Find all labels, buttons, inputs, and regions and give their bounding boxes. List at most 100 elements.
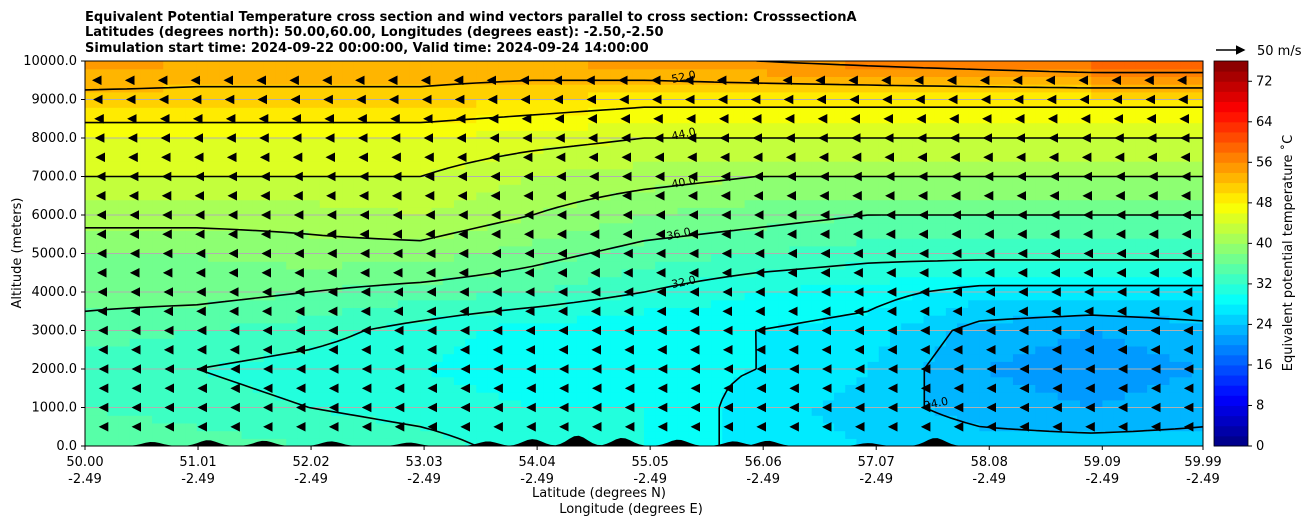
heat-cell xyxy=(766,61,779,70)
heat-cell xyxy=(308,61,321,70)
heat-cell xyxy=(800,238,813,247)
heat-cell xyxy=(1046,438,1059,446)
heat-cell xyxy=(1001,338,1014,347)
heat-cell xyxy=(509,122,522,131)
heat-cell xyxy=(1169,61,1182,70)
heat-cell xyxy=(487,68,500,77)
heat-cell xyxy=(509,322,522,332)
heat-cell xyxy=(509,330,522,339)
heat-cell xyxy=(1135,392,1148,401)
heat-cell xyxy=(375,238,388,247)
heat-cell xyxy=(778,276,790,285)
heat-cell xyxy=(487,422,500,432)
heat-cell xyxy=(319,199,332,208)
heat-cell xyxy=(487,369,500,378)
heat-cell xyxy=(1158,107,1171,116)
heat-cell xyxy=(230,438,243,446)
heat-cell xyxy=(476,307,489,316)
heat-cell xyxy=(655,422,667,432)
heat-cell xyxy=(532,307,544,316)
heat-cell xyxy=(241,107,254,116)
heat-cell xyxy=(554,369,567,378)
heat-cell xyxy=(152,292,164,301)
heat-cell xyxy=(755,61,768,70)
heat-cell xyxy=(330,238,343,247)
heat-cell xyxy=(509,68,522,77)
heat-cell xyxy=(644,376,656,385)
heat-cell xyxy=(1169,415,1182,424)
heat-cell xyxy=(286,438,299,446)
heat-cell xyxy=(342,138,354,147)
heat-cell xyxy=(1080,199,1092,208)
heat-cell xyxy=(834,176,846,185)
heat-cell xyxy=(85,369,97,378)
heat-cell xyxy=(957,138,969,147)
heat-cell xyxy=(96,145,108,154)
heat-cell xyxy=(342,392,354,401)
heat-cell xyxy=(342,299,354,308)
heat-cell xyxy=(353,315,366,324)
heat-cell xyxy=(140,353,153,362)
heat-cell xyxy=(990,153,1003,162)
heat-cell xyxy=(308,138,321,147)
heat-cell xyxy=(1191,268,1203,278)
heat-cell xyxy=(252,392,265,401)
heat-cell xyxy=(297,191,310,201)
heat-cell xyxy=(364,176,377,185)
heat-cell xyxy=(230,107,243,116)
heat-cell xyxy=(409,422,421,432)
heat-cell xyxy=(990,91,1003,101)
heat-cell xyxy=(610,369,623,378)
heat-cell xyxy=(353,245,366,255)
heat-cell xyxy=(420,353,433,362)
heat-cell xyxy=(811,238,824,247)
heat-cell xyxy=(196,68,209,77)
heat-cell xyxy=(509,222,522,231)
heat-cell xyxy=(834,438,846,446)
heat-cell xyxy=(286,276,299,285)
heat-cell xyxy=(1191,399,1203,409)
heat-cell xyxy=(856,407,869,416)
heat-cell xyxy=(1169,191,1182,201)
heat-cell xyxy=(722,369,735,378)
heat-cell xyxy=(532,191,544,201)
heat-cell xyxy=(398,384,410,393)
heat-cell xyxy=(465,322,477,332)
heat-cell xyxy=(1169,176,1182,185)
heat-cell xyxy=(398,199,410,208)
heat-cell xyxy=(554,99,567,108)
heat-cell xyxy=(945,415,958,424)
heat-cell xyxy=(666,191,679,201)
heat-cell xyxy=(889,276,902,285)
heat-cell xyxy=(856,191,869,201)
heat-cell xyxy=(353,230,366,239)
heat-cell xyxy=(968,369,980,378)
heat-cell xyxy=(1080,322,1092,332)
heat-cell xyxy=(1091,369,1103,378)
heat-cell xyxy=(85,407,97,416)
heat-cell xyxy=(1091,430,1103,439)
heat-cell xyxy=(487,415,500,424)
heat-cell xyxy=(1035,292,1048,301)
heat-cell xyxy=(1169,369,1182,378)
heat-cell xyxy=(576,199,589,208)
heat-cell xyxy=(174,68,187,77)
heat-cell xyxy=(800,322,813,332)
heat-cell xyxy=(834,245,846,255)
heat-cell xyxy=(845,84,858,93)
heat-cell xyxy=(1012,415,1025,424)
heat-cell xyxy=(342,130,354,139)
heat-cell xyxy=(565,245,578,255)
heat-cell xyxy=(509,114,522,124)
heat-cell xyxy=(521,184,533,193)
heat-cell xyxy=(442,376,455,385)
heat-cell xyxy=(1124,353,1137,362)
heat-cell xyxy=(610,422,623,432)
heat-cell xyxy=(845,353,858,362)
heat-cell xyxy=(889,153,902,162)
heat-cell xyxy=(945,107,958,116)
heat-cell xyxy=(1113,138,1126,147)
heat-cell xyxy=(207,253,220,262)
heat-cell xyxy=(140,276,153,285)
heat-cell xyxy=(990,68,1003,77)
